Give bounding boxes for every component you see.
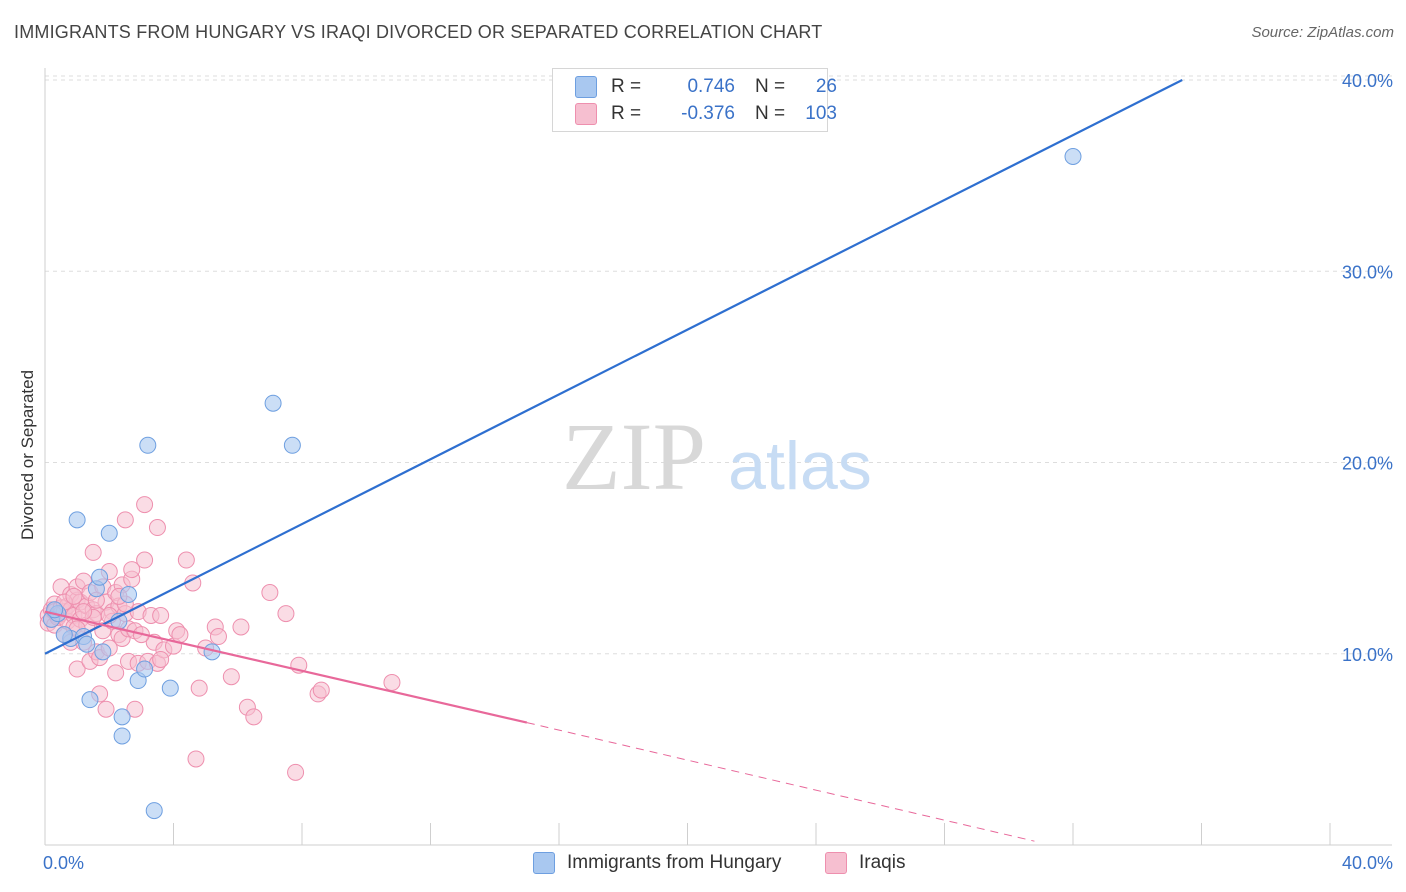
iraqi-point [287,763,305,781]
iraqi-trend-line [44,610,528,724]
hungary-point [283,436,301,454]
iraqi-point [136,496,154,514]
iraqi-point [171,626,189,644]
iraqi-point [123,561,141,579]
watermark: ZIP atlas [562,403,872,510]
legend-row-iraqi: R = -0.376 N = 103 [575,102,837,126]
correlation-legend: R = 0.746 N = 26 R = -0.376 N = 103 [552,68,837,132]
iraqi-point [209,628,227,646]
hungary-point [91,568,109,586]
iraqi-point [261,584,279,602]
gridlines [45,75,1392,655]
hungary-point [120,585,138,603]
iraqi-trend-extension [526,722,1035,842]
chart-title: IMMIGRANTS FROM HUNGARY VS IRAQI DIVORCE… [14,22,823,42]
r-label: R = [611,103,642,124]
iraqi-point [84,543,102,561]
iraqi-point [232,618,250,636]
iraqi-point [126,700,144,718]
r-value: 0.746 [687,76,735,97]
hungary-legend-swatch [533,852,555,874]
iraqi-point [245,708,263,726]
trend-lines [44,79,1183,842]
watermark-zip: ZIP [562,403,706,510]
iraqi-point [277,605,295,623]
iraqi-point [75,603,93,621]
x-tick-label: 40.0% [1342,853,1393,873]
iraqi-point [116,511,134,529]
iraqi-point [136,551,154,569]
y-tick-label: 10.0% [1342,645,1393,665]
source-label: Source: ZipAtlas.com [1251,24,1394,41]
hungary-point [55,626,73,644]
hungary-point [78,635,96,653]
hungary-trend-line [44,79,1183,655]
iraqi-legend-swatch [825,852,847,874]
r-label: R = [611,76,642,97]
y-tick-label: 30.0% [1342,262,1393,282]
iraqi-legend-label: Iraqis [859,852,906,873]
legend-row-hungary: R = 0.746 N = 26 [575,75,837,99]
n-value: 26 [815,76,837,97]
n-value: 103 [805,103,837,124]
iraqi-point [312,681,330,699]
iraqi-point [148,519,166,537]
bottom-legend-iraqi: Iraqis [825,852,905,874]
iraqi-point [383,673,401,691]
iraqi-swatch [575,103,597,125]
x-tick-label: 0.0% [43,853,84,873]
hungary-point [68,511,86,529]
iraqi-point [68,660,86,678]
iraqi-point [187,750,205,768]
watermark-atlas: atlas [728,428,872,504]
iraqi-point [107,664,125,682]
hungary-point [100,524,118,542]
iraqi-point [97,700,115,718]
hungary-swatch [575,76,597,98]
hungary-point [139,436,157,454]
hungary-points [42,148,1082,820]
hungary-point [1064,148,1082,165]
y-tick-label: 40.0% [1342,71,1393,91]
hungary-legend-label: Immigrants from Hungary [567,852,782,873]
hungary-point [161,679,179,697]
hungary-point [94,643,112,661]
y-tick-label: 20.0% [1342,454,1393,474]
iraqi-point [190,679,208,697]
iraqi-point [65,587,83,605]
axes [44,68,1392,846]
n-label: N = [755,76,786,97]
hungary-point [113,708,131,726]
r-value: -0.376 [681,103,735,124]
bottom-legend-hungary: Immigrants from Hungary [533,852,781,874]
iraqi-point [152,607,170,624]
iraqi-points [39,496,401,781]
hungary-point [113,727,131,745]
hungary-point [264,394,282,412]
iraqi-point [222,668,240,686]
tick-labels: 10.0% 20.0% 30.0% 40.0% 0.0% 40.0% [43,71,1393,873]
iraqi-point [177,551,195,569]
hungary-point [136,660,154,678]
n-label: N = [755,103,786,124]
hungary-point [81,691,99,709]
hungary-point [145,802,163,820]
iraqi-point [152,650,170,668]
